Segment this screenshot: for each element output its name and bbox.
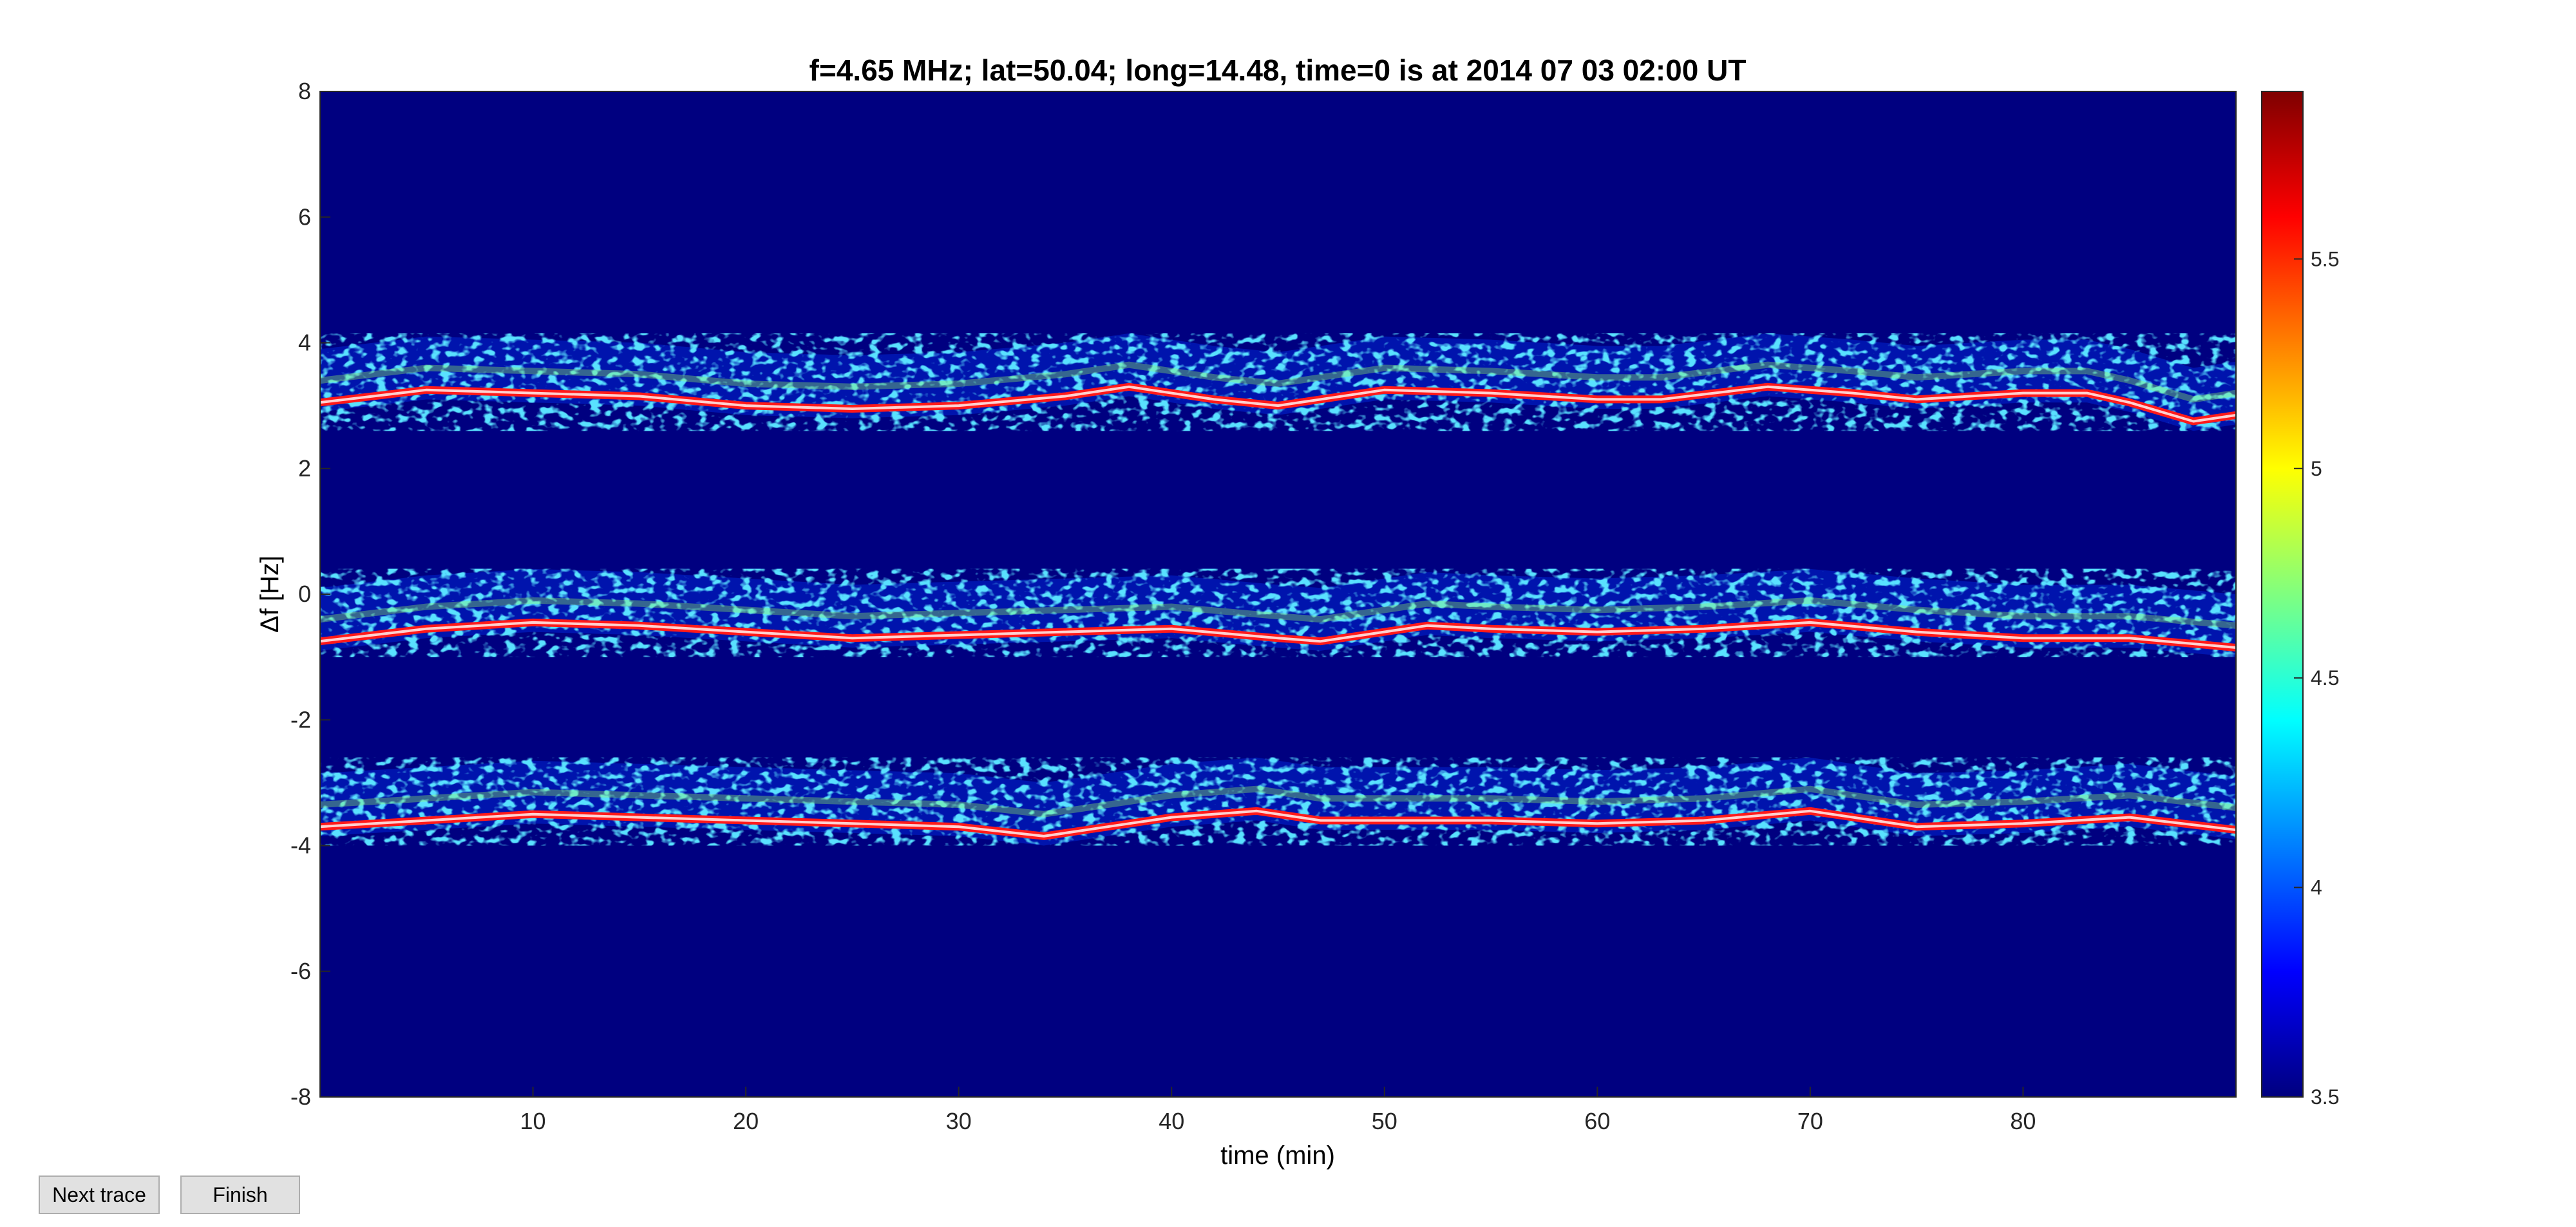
trace-line-core (320, 809, 2236, 838)
colorbar-tick-label: 3.5 (2311, 1085, 2339, 1109)
y-tick-label: -4 (290, 832, 311, 859)
x-axis-label: time (min) (1220, 1141, 1335, 1170)
colorbar-ticks: 3.5 4 4.5 5 5.5 (2294, 247, 2339, 1109)
y-tick-label: 0 (298, 581, 311, 607)
y-tick-label: -6 (290, 958, 311, 984)
finish-button[interactable]: Finish (180, 1175, 300, 1214)
trace-line-core (320, 385, 2236, 423)
colorbar: 3.5 4 4.5 5 5.5 (2261, 91, 2339, 1109)
y-tick-label: 4 (298, 330, 311, 356)
y-tick-label: 8 (298, 78, 311, 104)
colorbar-gradient (2261, 91, 2304, 1098)
band-center-glow (320, 597, 2236, 629)
trace-lines (320, 382, 2236, 840)
chart-title: f=4.65 MHz; lat=50.04; long=14.48, time=… (810, 53, 1747, 87)
colorbar-tick-label: 4.5 (2311, 666, 2339, 689)
trace-line-1 (320, 382, 2236, 426)
trace-line-core (320, 621, 2236, 649)
y-tick-label: -8 (290, 1083, 311, 1110)
x-tick-label: 70 (1797, 1108, 1823, 1134)
trace-line-3 (320, 807, 2236, 840)
colorbar-tick-label: 5.5 (2311, 247, 2339, 270)
y-axis-label: Δf [Hz] (256, 556, 284, 633)
y-axis: -8 -6 -4 -2 0 2 4 6 8 (290, 78, 330, 1110)
next-trace-button[interactable]: Next trace (39, 1175, 160, 1214)
x-tick-label: 10 (520, 1108, 546, 1134)
band-center-glow (320, 785, 2236, 818)
x-tick-label: 60 (1584, 1108, 1610, 1134)
colorbar-tick-label: 5 (2311, 457, 2322, 480)
x-tick-label: 80 (2010, 1108, 2036, 1134)
x-tick-label: 40 (1159, 1108, 1184, 1134)
trace-line-2 (320, 618, 2236, 651)
x-axis: 10 20 30 40 50 60 70 80 (520, 1087, 2036, 1134)
y-tick-label: 2 (298, 455, 311, 482)
plot-area (319, 91, 2237, 1098)
colorbar-tick-label: 4 (2311, 876, 2322, 899)
band-center-glow (320, 361, 2236, 403)
x-tick-label: 20 (733, 1108, 759, 1134)
y-tick-label: 6 (298, 203, 311, 230)
y-tick-label: -2 (290, 706, 311, 733)
x-tick-label: 50 (1372, 1108, 1397, 1134)
x-tick-label: 30 (946, 1108, 972, 1134)
